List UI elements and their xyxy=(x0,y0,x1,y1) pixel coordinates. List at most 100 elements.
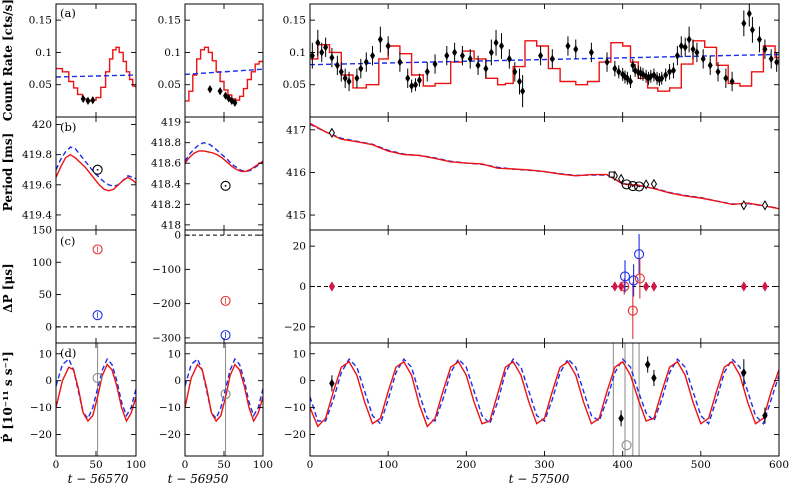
panel-r4-c3-plot-area xyxy=(310,343,779,456)
count-rate-point xyxy=(467,54,473,64)
delta-p-circle-marker xyxy=(92,244,103,255)
count-rate-point xyxy=(385,41,391,51)
period-circle-marker xyxy=(92,164,103,175)
count-rate-point xyxy=(226,94,232,103)
count-rate-point xyxy=(659,74,665,83)
pdot-circle-marker xyxy=(92,372,103,384)
count-rate-point xyxy=(319,48,325,57)
pdot-model-line xyxy=(56,363,136,423)
count-rate-point xyxy=(573,45,579,54)
x-tick-label: 100 xyxy=(378,459,398,471)
panel-tag-a: (a) xyxy=(60,6,76,20)
panel-tag-b: (b) xyxy=(60,120,76,134)
count-rate-point xyxy=(670,66,676,75)
count-rate-point xyxy=(346,77,352,86)
panel-frame xyxy=(184,342,264,457)
x-tick-label: 600 xyxy=(769,459,789,471)
panel-r2-c3-plot-area xyxy=(310,122,779,211)
count-rate-point xyxy=(700,54,706,64)
y-tick-label: 416 xyxy=(286,167,306,179)
count-rate-point xyxy=(746,9,752,18)
period-model-line xyxy=(56,153,136,192)
panel-frame xyxy=(309,342,780,457)
count-rate-point xyxy=(405,74,411,83)
count-rate-point xyxy=(90,96,96,105)
x-tick-label: 50 xyxy=(217,459,230,471)
count-rate-model-line xyxy=(56,46,136,102)
count-rate-point xyxy=(588,48,594,57)
count-rate-point xyxy=(624,74,630,83)
count-rate-point xyxy=(416,76,422,85)
x-tick-label: 0 xyxy=(182,459,189,471)
count-rate-point xyxy=(686,35,692,44)
count-rate-point xyxy=(475,61,481,70)
panel-r4-c2-plot-area xyxy=(185,343,263,456)
count-rate-point xyxy=(223,91,229,100)
y-tick-label: 0 xyxy=(299,375,306,387)
period-circle-dot xyxy=(96,168,99,171)
count-rate-point xyxy=(694,48,700,57)
x-tick-label: 200 xyxy=(456,459,476,471)
y-tick-label: 10 xyxy=(39,348,52,360)
xlabel-col-3: t − 57500 xyxy=(509,472,570,486)
period-diamond-marker xyxy=(740,200,747,211)
y-tick-label: 10 xyxy=(293,348,306,360)
y-tick-label: 0 xyxy=(45,321,52,333)
row-c-ylabel: ΔP [μs] xyxy=(1,263,15,312)
period-circle-marker xyxy=(634,181,645,192)
y-tick-label: 418.4 xyxy=(151,178,181,190)
count-rate-point xyxy=(229,96,235,106)
y-tick-label: 418 xyxy=(161,219,181,231)
pdot-alt-model-line xyxy=(310,357,779,426)
y-tick-label: 0.1 xyxy=(289,47,306,59)
period-square-marker xyxy=(608,171,615,178)
count-rate-point xyxy=(329,53,335,62)
pdot-model-line xyxy=(185,363,263,423)
count-rate-point xyxy=(338,67,344,76)
count-rate-point xyxy=(512,67,518,76)
y-tick-label: 20 xyxy=(293,241,306,253)
y-tick-label: 0.15 xyxy=(29,15,52,27)
count-rate-point xyxy=(310,51,315,60)
pdot-diamond-marker xyxy=(741,368,747,378)
delta-p-diamond-marker xyxy=(611,281,618,292)
period-alt-model-line xyxy=(185,141,263,173)
panel-frame xyxy=(184,229,264,344)
panel-r2-c2-plot-area xyxy=(185,141,263,191)
count-rate-point xyxy=(612,64,618,73)
count-rate-point xyxy=(459,51,465,60)
y-tick-label: 419.4 xyxy=(22,209,52,221)
y-tick-label: 419.8 xyxy=(22,149,52,161)
count-rate-point xyxy=(499,41,505,51)
panel-r3-c3-plot-area xyxy=(310,234,779,339)
count-rate-point xyxy=(483,64,489,73)
delta-p-circle-marker xyxy=(634,249,645,260)
period-circle-dot xyxy=(224,184,227,187)
count-rate-point xyxy=(604,57,610,67)
panel-r4-c1-plot-area xyxy=(56,343,136,456)
delta-p-diamond-marker xyxy=(650,281,658,292)
y-tick-label: 0.05 xyxy=(29,79,52,91)
y-tick-label: 0.15 xyxy=(283,15,306,27)
x-tick-label: 100 xyxy=(253,459,273,471)
period-model-line xyxy=(310,122,779,210)
period-circle-dot xyxy=(631,185,634,187)
panel-tag-c: (c) xyxy=(60,234,75,248)
x-tick-label: 0 xyxy=(53,459,60,471)
y-tick-label: −10 xyxy=(284,402,306,414)
count-rate-point xyxy=(363,57,369,67)
y-tick-label: 0.15 xyxy=(158,15,181,27)
count-rate-point xyxy=(741,19,747,28)
period-diamond-marker xyxy=(643,179,650,190)
count-rate-point xyxy=(334,61,340,70)
y-tick-label: 0 xyxy=(45,375,52,387)
count-rate-point xyxy=(232,98,238,107)
y-tick-label: −20 xyxy=(284,321,306,333)
y-tick-label: 10 xyxy=(168,348,181,360)
count-rate-point xyxy=(358,64,364,73)
period-diamond-marker xyxy=(650,178,658,190)
count-rate-point xyxy=(627,77,633,86)
count-rate-point xyxy=(432,59,438,69)
panel-r3-c1-plot-area xyxy=(56,244,136,328)
panel-tag-d: (d) xyxy=(60,346,76,360)
